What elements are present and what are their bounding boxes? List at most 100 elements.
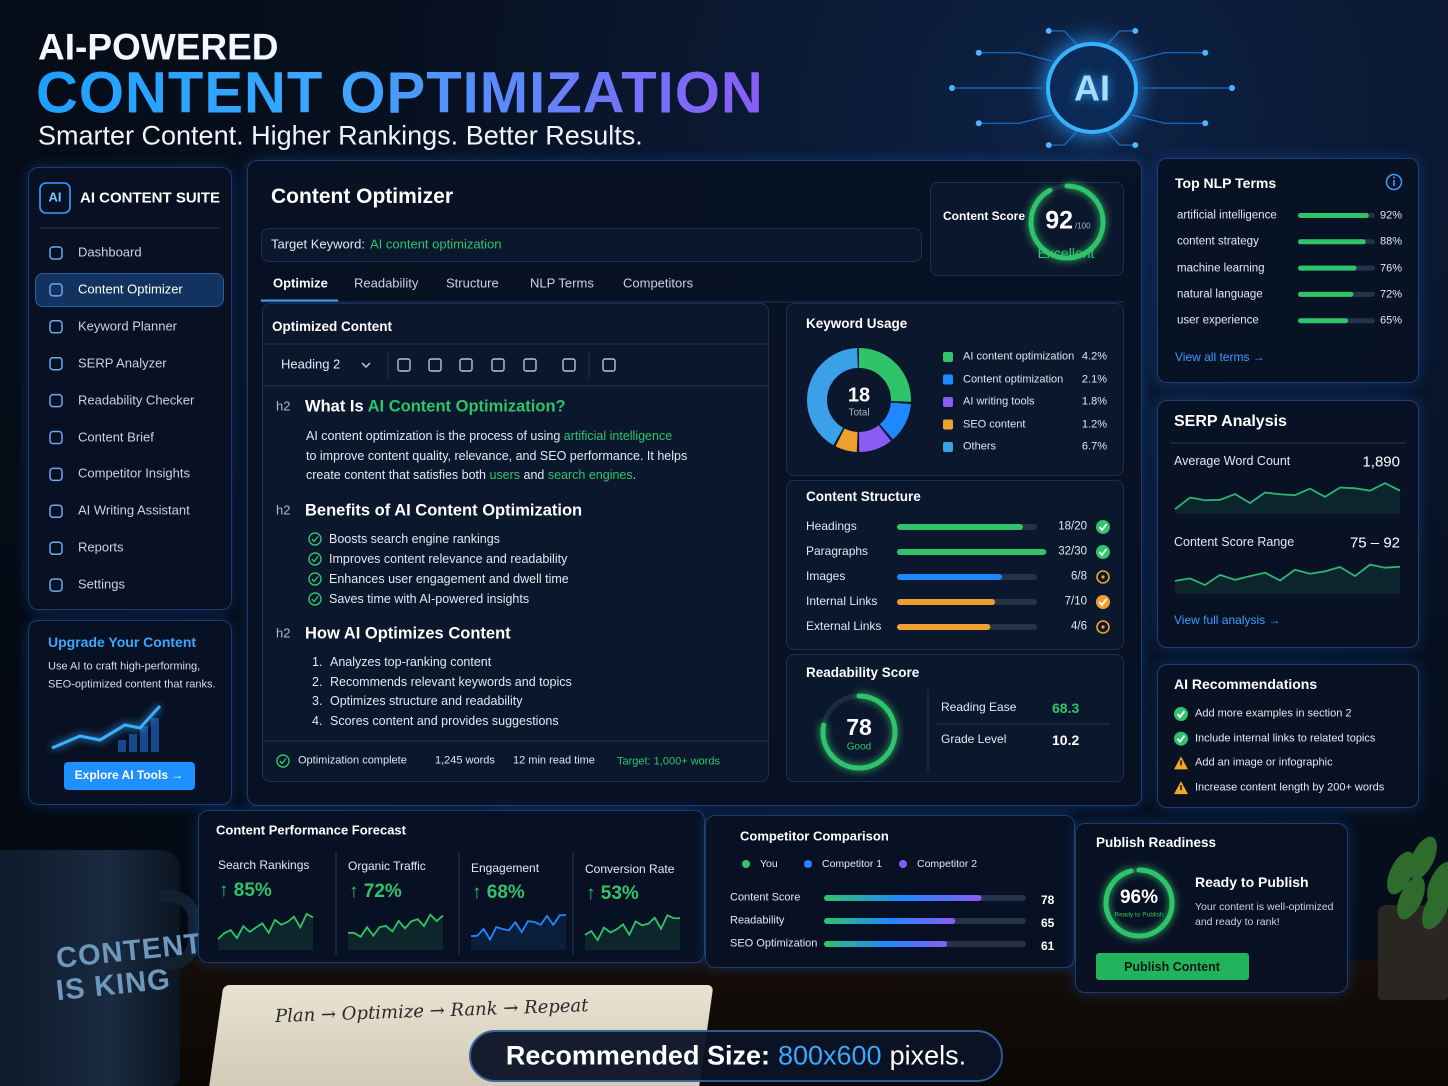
text-segment: . [632, 467, 637, 482]
circuit-line [1048, 131, 1078, 146]
forecast-name: Search Rankings [218, 858, 310, 873]
forecast-change: ↑ 85% [219, 880, 272, 902]
logo: AI [48, 189, 62, 205]
nav-item[interactable]: Settings [78, 576, 125, 592]
mug [0, 850, 180, 1086]
nav-item[interactable]: Readability Checker [78, 392, 195, 408]
editor-panel [262, 303, 769, 782]
view-terms-link[interactable]: View all terms → [1175, 350, 1265, 365]
heading-tag: h2 [276, 502, 291, 518]
keyword-label: Target Keyword: [271, 236, 365, 252]
headline: CONTENT OPTIMIZATION [36, 60, 764, 126]
tab[interactable]: NLP Terms [530, 275, 594, 291]
text-segment: users [489, 467, 521, 482]
donut-total-label: Total [848, 407, 870, 419]
structure-label: External Links [806, 619, 882, 634]
publish-button[interactable]: Publish Content [1124, 959, 1220, 974]
tab[interactable]: Structure [446, 275, 499, 291]
list-number: 4. [312, 713, 323, 728]
text-segment: AI content optimization is the process o… [306, 428, 564, 443]
legend-value: 6.7% [1081, 440, 1107, 453]
serp-metric: Content Score Range [1174, 534, 1295, 549]
upgrade-text: SEO-optimized content that ranks. [48, 678, 216, 691]
circuit-node [1229, 85, 1235, 91]
text-segment: What Is [305, 397, 368, 416]
term-name: natural language [1177, 288, 1263, 301]
heading-tag: h2 [276, 625, 291, 641]
tagline: Smarter Content. Higher Rankings. Better… [38, 120, 643, 151]
circuit-node [1045, 27, 1052, 34]
circuit-line [1106, 131, 1136, 146]
competitor-metric: Content Score [730, 891, 801, 904]
upgrade-text: Use AI to craft high-performing, [48, 660, 201, 673]
panel-title: SERP Analysis [1174, 412, 1287, 430]
nav-item[interactable]: Content Optimizer [78, 281, 183, 297]
legend-label: AI writing tools [963, 395, 1035, 408]
active-nav [35, 273, 224, 307]
nav-item[interactable]: Content Brief [78, 429, 154, 445]
legend-label: SEO content [963, 418, 1026, 431]
list-item: Scores content and provides suggestions [330, 713, 559, 728]
text-segment: artificial intelligence [563, 428, 673, 443]
recommendation: Add an image or infographic [1195, 757, 1333, 770]
style-select[interactable]: Heading 2 [281, 356, 341, 372]
term-value: 65% [1379, 314, 1402, 327]
list-number: 1. [312, 654, 323, 669]
circuit-node [1132, 27, 1139, 34]
nav-item[interactable]: AI Writing Assistant [78, 502, 190, 518]
explore-button[interactable]: Explore AI Tools → [74, 768, 184, 783]
list-number: 2. [312, 674, 323, 689]
metric-name: Reading Ease [941, 700, 1017, 715]
panel-title: Content Structure [806, 489, 921, 505]
publish-heading: Ready to Publish [1195, 873, 1309, 890]
tab[interactable]: Readability [354, 275, 419, 291]
circuit-node [1202, 120, 1209, 127]
word-count: 1,245 words [435, 754, 495, 767]
structure-value: 32/30 [1058, 545, 1087, 558]
score-rating: Excellent [1037, 244, 1095, 261]
nav-item[interactable]: Competitor Insights [78, 465, 190, 481]
score-value: 92 [1045, 206, 1073, 235]
mug-handle [160, 890, 200, 970]
panel-title: Competitor Comparison [740, 828, 889, 844]
nlp-panel [1157, 158, 1419, 383]
serp-value: 1,890 [1362, 453, 1400, 471]
nav-item[interactable]: SERP Analyzer [78, 355, 167, 371]
competitor-value: 61 [1041, 939, 1055, 954]
competitor-metric: Readability [730, 914, 785, 927]
legend-label: Content optimization [963, 373, 1064, 386]
structure-label: Paragraphs [806, 544, 869, 559]
keyword-bar [261, 228, 922, 262]
term-name: artificial intelligence [1177, 209, 1277, 222]
structure-value: 6/8 [1071, 570, 1087, 583]
text-segment: search engines [547, 467, 633, 482]
publish-text: and ready to rank! [1195, 915, 1280, 928]
score-card [930, 182, 1124, 276]
ring-caption: Ready to Publish [1114, 911, 1164, 919]
term-name: machine learning [1177, 261, 1265, 274]
term-value: 92% [1379, 209, 1402, 222]
term-name: content strategy [1177, 235, 1259, 248]
editor-title: Optimized Content [272, 319, 392, 335]
tab[interactable]: Competitors [623, 275, 694, 291]
structure-label: Headings [806, 519, 857, 534]
nav-item[interactable]: Reports [78, 539, 124, 555]
legend-label: AI content optimization [963, 350, 1075, 363]
score-label: Content Score [943, 209, 1026, 224]
view-analysis-link[interactable]: View full analysis → [1174, 613, 1281, 628]
recommendation: Add more examples in section 2 [1195, 707, 1352, 720]
metric-value: 10.2 [1052, 731, 1080, 748]
recommendation: Include internal links to related topics [1195, 732, 1376, 745]
competitor-value: 78 [1041, 893, 1055, 908]
tab[interactable]: Optimize [273, 275, 328, 291]
nav-item[interactable]: Dashboard [78, 244, 142, 260]
list-item: Optimizes structure and readability [330, 693, 523, 708]
heading-tag: h2 [276, 398, 291, 414]
panel-title: Publish Readiness [1096, 835, 1217, 851]
structure-value: 4/6 [1071, 620, 1087, 633]
serp-metric: Average Word Count [1174, 453, 1291, 468]
list-number: 3. [312, 693, 323, 708]
circuit-node [975, 49, 982, 56]
nav-item[interactable]: Keyword Planner [78, 318, 177, 334]
term-name: user experience [1177, 314, 1259, 327]
